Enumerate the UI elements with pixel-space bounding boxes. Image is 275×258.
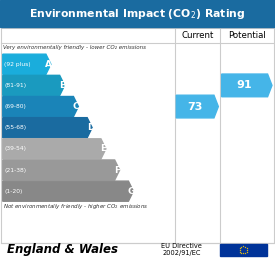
Bar <box>0 0 275 27</box>
Text: England & Wales: England & Wales <box>7 243 118 256</box>
Polygon shape <box>222 74 272 97</box>
Text: (39-54): (39-54) <box>4 146 26 151</box>
Polygon shape <box>176 95 218 118</box>
Polygon shape <box>3 139 106 159</box>
Polygon shape <box>3 96 78 117</box>
Polygon shape <box>3 75 65 95</box>
Text: D: D <box>87 123 94 132</box>
Polygon shape <box>3 54 51 74</box>
Text: (21-38): (21-38) <box>4 167 26 173</box>
Text: EU Directive
2002/91/EC: EU Directive 2002/91/EC <box>161 243 202 256</box>
Polygon shape <box>3 118 92 138</box>
Text: E: E <box>100 144 106 153</box>
Text: F: F <box>114 166 120 174</box>
Text: (92 plus): (92 plus) <box>4 62 31 67</box>
Text: C: C <box>73 102 79 111</box>
Text: A: A <box>45 60 52 69</box>
Text: (69-80): (69-80) <box>4 104 26 109</box>
Text: (81-91): (81-91) <box>4 83 26 88</box>
Bar <box>220 244 267 256</box>
Bar <box>1 28 274 243</box>
Text: B: B <box>59 81 66 90</box>
Text: Not environmentally friendly - higher CO$_2$ emissions: Not environmentally friendly - higher CO… <box>3 202 148 211</box>
Text: (55-68): (55-68) <box>4 125 26 130</box>
Text: (1-20): (1-20) <box>4 189 23 194</box>
Text: Current: Current <box>181 31 213 40</box>
Polygon shape <box>3 160 120 180</box>
Text: Environmental Impact (CO$_2$) Rating: Environmental Impact (CO$_2$) Rating <box>29 7 246 21</box>
Text: Very environmentally friendly - lower CO₂ emissions: Very environmentally friendly - lower CO… <box>3 45 146 50</box>
Text: G: G <box>128 187 135 196</box>
Text: Potential: Potential <box>228 31 266 40</box>
Text: 73: 73 <box>188 102 203 111</box>
Text: 91: 91 <box>237 80 252 90</box>
Polygon shape <box>3 181 133 201</box>
